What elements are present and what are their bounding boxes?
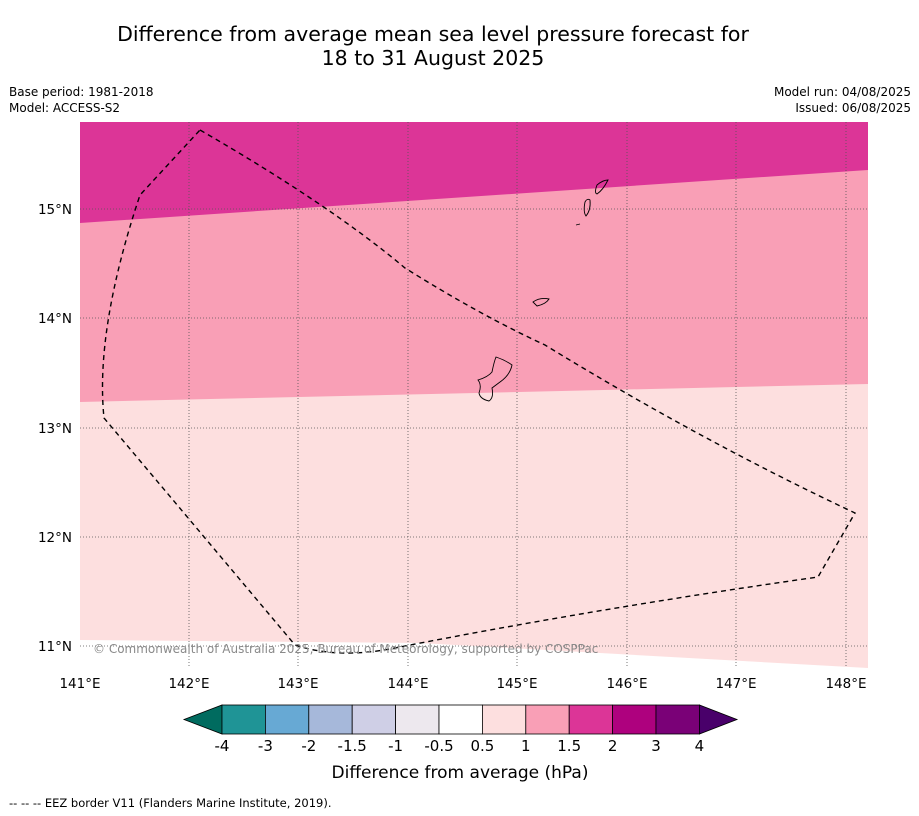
model-name: Model: ACCESS-S2 xyxy=(9,101,121,115)
island-guam xyxy=(477,356,513,402)
lat-label: 15°N xyxy=(38,202,72,218)
lon-label: 145°E xyxy=(496,676,537,692)
lat-label: 13°N xyxy=(38,421,72,437)
lon-label: 141°E xyxy=(59,676,100,692)
eez-border xyxy=(101,129,856,654)
island-rota xyxy=(532,297,550,307)
colorbar-swatch xyxy=(568,704,614,735)
colorbar-swatch xyxy=(481,704,527,735)
lon-label: 147°E xyxy=(715,676,756,692)
run-info: Model run: 04/08/2025 Issued: 06/08/2025 xyxy=(774,84,911,116)
issued-date: Issued: 06/08/2025 xyxy=(795,101,911,115)
gridlines xyxy=(80,122,868,668)
colorbar-tick-label: 0.5 xyxy=(470,737,494,755)
lon-label: 142°E xyxy=(168,676,209,692)
colorbar-tick-label: -0.5 xyxy=(424,737,453,755)
colorbar-tick-label: 1 xyxy=(521,737,531,755)
colorbar-tick-label: 1.5 xyxy=(557,737,581,755)
title-line-2: 18 to 31 August 2025 xyxy=(321,46,545,70)
lat-label: 14°N xyxy=(38,311,72,327)
colorbar-swatch xyxy=(655,704,700,735)
colorbar-tick-label: -2 xyxy=(301,737,316,755)
model-run: Model run: 04/08/2025 xyxy=(773,85,911,99)
base-period: Base period: 1981-2018 xyxy=(9,85,154,99)
longitude-labels: 141°E 142°E 143°E 144°E 145°E 146°E 147°… xyxy=(59,676,866,692)
colorbar-swatch xyxy=(612,704,657,735)
colorbar-extend-max xyxy=(699,704,739,735)
island-saipan xyxy=(595,179,609,195)
colorbar-tick-label: 3 xyxy=(651,737,661,755)
islands xyxy=(477,179,609,402)
lon-label: 144°E xyxy=(387,676,428,692)
island-tinian xyxy=(583,198,591,217)
lat-label: 12°N xyxy=(38,530,72,546)
colorbar-swatch xyxy=(264,704,310,735)
lat-label: 11°N xyxy=(38,639,72,655)
chart-title: Difference from average mean sea level p… xyxy=(80,22,786,70)
colorbar-swatch xyxy=(525,704,570,735)
colorbar-title: Difference from average (hPa) xyxy=(332,763,589,783)
colorbar-tick-label: -4 xyxy=(215,737,230,755)
lon-label: 146°E xyxy=(606,676,647,692)
colorbar-tick-label: 4 xyxy=(695,737,705,755)
colorbar: -4 -3 -2 -1.5 -1 -0.5 0.5 1 1.5 2 3 4 xyxy=(182,704,739,755)
colorbar-swatch xyxy=(351,704,397,735)
latitude-labels: 15°N 14°N 13°N 12°N 11°N xyxy=(38,202,72,655)
colorbar-swatch xyxy=(395,704,440,735)
colorbar-swatch xyxy=(221,704,266,735)
band-1.5-2 xyxy=(80,122,868,223)
map-area: © Commonwealth of Australia 2025, Bureau… xyxy=(80,122,868,668)
band-white xyxy=(80,640,868,668)
lon-label: 148°E xyxy=(825,676,866,692)
model-info: Base period: 1981-2018 Model: ACCESS-S2 xyxy=(9,84,154,116)
colorbar-tick-label: 2 xyxy=(608,737,618,755)
island-aguijan xyxy=(575,223,581,226)
title-line-1: Difference from average mean sea level p… xyxy=(117,22,749,46)
copyright-text: © Commonwealth of Australia 2025, Bureau… xyxy=(93,642,598,656)
colorbar-extend-min xyxy=(182,704,223,735)
footnote: -- -- -- EEZ border V11 (Flanders Marine… xyxy=(9,796,332,810)
colorbar-tick-label: -3 xyxy=(258,737,273,755)
colorbar-tick-label: -1.5 xyxy=(338,737,367,755)
colorbar-tick-label: -1 xyxy=(388,737,403,755)
lon-label: 143°E xyxy=(277,676,318,692)
colorbar-swatch xyxy=(438,704,483,735)
colorbar-swatch xyxy=(308,704,353,735)
